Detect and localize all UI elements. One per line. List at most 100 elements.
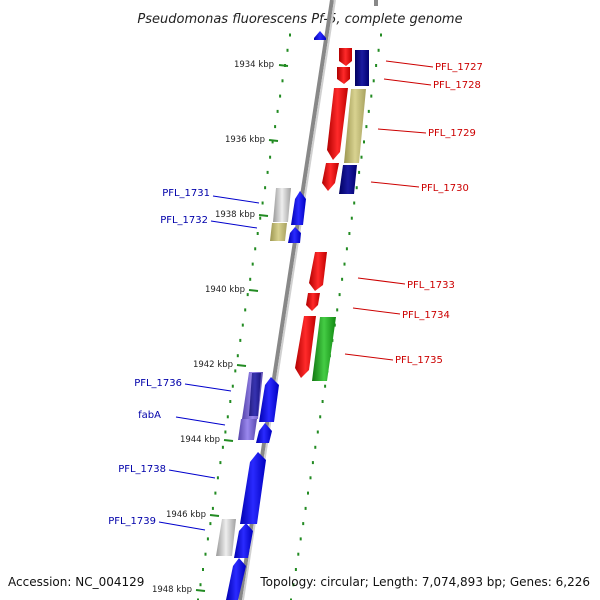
gene-feature-pfl-1734[interactable] <box>306 293 320 311</box>
gene-feature-pfl-1735-red[interactable] <box>295 316 316 378</box>
lane-dot <box>239 338 242 342</box>
gene-feature-pfl-1733[interactable] <box>309 252 327 291</box>
scale-tick-label: 1944 kbp <box>180 435 220 445</box>
gene-label-pfl-1739[interactable]: PFL_1739 <box>108 516 206 531</box>
lane-dot <box>204 552 207 556</box>
lane-dot <box>199 583 202 587</box>
gene-feature-pfl-1739[interactable] <box>234 523 253 558</box>
gene-label-text: PFL_1732 <box>160 215 208 226</box>
lane-dot <box>377 48 380 52</box>
gene-label-pfl-1732[interactable]: PFL_1732 <box>160 215 258 229</box>
gene-feature-pfl-1729-red[interactable] <box>327 88 348 160</box>
lane-dot <box>338 293 341 297</box>
lane-dot <box>274 125 277 129</box>
lane-dot <box>316 430 319 434</box>
gene-label-text: PFL_1729 <box>428 128 476 139</box>
lane-dot <box>226 415 229 419</box>
lane-dot <box>289 33 291 37</box>
lane-dot <box>256 232 259 235</box>
lane-dot <box>269 155 272 159</box>
lane-dot <box>279 94 282 98</box>
lane-dot <box>221 445 224 449</box>
gene-label-text: fabA <box>138 410 161 421</box>
gene-feature-pfl-1730-red[interactable] <box>322 163 339 191</box>
lane-dot <box>276 109 279 113</box>
gene-label-text: PFL_1727 <box>435 62 483 73</box>
lane-dot <box>254 247 257 251</box>
gene-feature-pfl-1732-khaki[interactable] <box>270 223 287 241</box>
lane-dot <box>234 369 237 373</box>
lane-dot <box>307 491 309 495</box>
gene-label-faba[interactable]: fabA <box>138 410 226 426</box>
gene-feature-pfl-1738[interactable] <box>240 452 266 524</box>
gene-feature-pfl-1731-gray[interactable] <box>273 188 291 222</box>
scale-tick-1934: 1934 kbp <box>234 60 289 70</box>
lane-dot <box>302 522 305 526</box>
gene-feature-pfl-1739-gray[interactable] <box>216 519 236 556</box>
gene-feature-faba-purple[interactable] <box>238 419 257 440</box>
gene-label-pfl-1728[interactable]: PFL_1728 <box>383 78 481 91</box>
gene-label-text: PFL_1734 <box>402 310 450 321</box>
gene-label-pfl-1729[interactable]: PFL_1729 <box>377 128 476 139</box>
lane-dot <box>319 415 322 419</box>
gene-feature-pfl-1736-blue[interactable] <box>259 377 279 422</box>
lane-dot <box>224 430 227 434</box>
gene-label-pfl-1730[interactable]: PFL_1730 <box>370 181 469 194</box>
gene-label-pfl-1727[interactable]: PFL_1727 <box>385 60 483 73</box>
gene-feature-pfl-1736[interactable] <box>242 372 263 419</box>
gene-label-pfl-1731[interactable]: PFL_1731 <box>162 188 260 204</box>
scale-tick-label: 1936 kbp <box>225 135 265 145</box>
gene-label-text: PFL_1739 <box>108 516 156 527</box>
gene-feature-bottom-blue[interactable] <box>226 558 246 600</box>
lane-dot <box>297 552 300 556</box>
lane-dot <box>271 140 274 144</box>
scale-tick-label: 1948 kbp <box>152 585 192 595</box>
gene-label-text: PFL_1730 <box>421 183 469 194</box>
gene-feature-pfl-1731[interactable] <box>291 191 306 225</box>
lane-dot <box>311 461 314 465</box>
gene-label-pfl-1734[interactable]: PFL_1734 <box>352 307 450 321</box>
lane-dot <box>211 506 214 510</box>
scale-tick-label: 1940 kbp <box>205 285 245 295</box>
gene-label-pfl-1736[interactable]: PFL_1736 <box>134 378 232 392</box>
lane-dot <box>294 568 297 571</box>
gene-label-pfl-1733[interactable]: PFL_1733 <box>357 277 455 291</box>
lane-dot <box>370 94 373 98</box>
lane-dot <box>380 33 382 37</box>
lane-dot <box>264 186 267 190</box>
lane-dot <box>202 568 204 571</box>
lane-dot <box>343 262 346 266</box>
gene-feature-faba[interactable] <box>256 423 272 443</box>
gene-label-pfl-1738[interactable]: PFL_1738 <box>118 464 216 479</box>
gene-feature-pfl-1728[interactable] <box>355 50 369 86</box>
lane-dot <box>214 491 217 495</box>
gene-label-text: PFL_1728 <box>433 80 481 91</box>
gene-feature-pfl-1732[interactable] <box>288 227 301 243</box>
lane-dot <box>292 583 295 587</box>
gene-label-pfl-1735[interactable]: PFL_1735 <box>344 353 443 366</box>
lane-dot <box>375 64 378 67</box>
lane-dot <box>324 384 327 388</box>
lane-dot <box>341 277 344 281</box>
lane-dot <box>365 125 368 129</box>
gene-feature-pfl-1735[interactable] <box>312 317 336 381</box>
scale-tick-1944: 1944 kbp <box>180 435 234 445</box>
gene-feature-pfl-1727[interactable] <box>337 48 352 84</box>
scale-tick-1948: 1948 kbp <box>152 585 206 595</box>
scale-tick-1942: 1942 kbp <box>193 360 247 370</box>
gene-feature-pfl-1729[interactable] <box>344 89 366 163</box>
lane-dot <box>229 400 232 403</box>
lane-dot <box>336 308 339 312</box>
lane-dot <box>209 522 212 526</box>
accession-text: Accession: NC_004129 <box>8 575 144 589</box>
dotted-lanes <box>197 33 382 600</box>
lane-dot <box>241 323 244 327</box>
gene-label-text: PFL_1735 <box>395 355 443 366</box>
gene-feature-pfl-1730[interactable] <box>339 165 357 194</box>
lane-dot <box>290 598 292 600</box>
scale-tick-label: 1938 kbp <box>215 210 255 220</box>
scale-tick-1940: 1940 kbp <box>205 285 259 295</box>
gene-feature-top-blue[interactable] <box>314 31 326 40</box>
lane-dot <box>266 170 269 174</box>
